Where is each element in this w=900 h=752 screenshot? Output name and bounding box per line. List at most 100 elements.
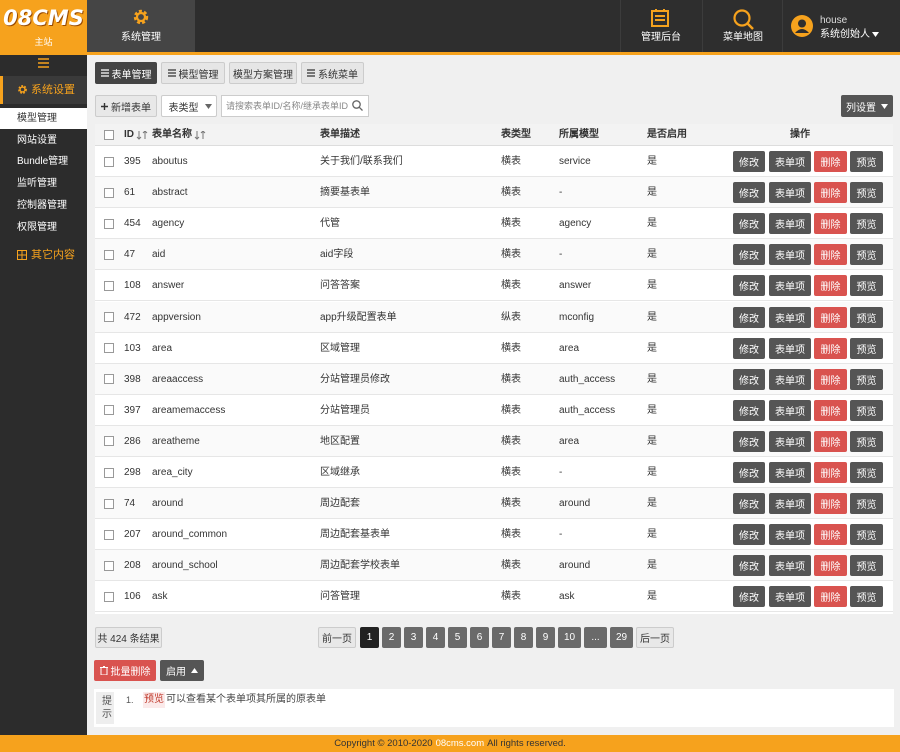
row-action-button[interactable]: 预览 <box>850 368 883 390</box>
row-action-button[interactable]: 预览 <box>850 399 883 421</box>
row-action-button[interactable]: 表单项 <box>769 399 811 421</box>
page-button[interactable]: ... <box>584 627 607 648</box>
page-button[interactable]: 5 <box>448 627 467 648</box>
row-action-button[interactable]: 删除 <box>814 213 847 235</box>
prev-page[interactable]: 前一页 <box>318 627 356 648</box>
header-link[interactable] <box>620 0 702 52</box>
row-action-button[interactable]: 表单项 <box>769 337 811 359</box>
bulk-enable[interactable]: 启用 <box>160 660 204 681</box>
row-action-button[interactable]: 表单项 <box>769 151 811 172</box>
row-action-button[interactable]: 预览 <box>850 430 883 452</box>
search-input[interactable] <box>221 95 369 117</box>
row-action-button[interactable]: 表单项 <box>769 493 811 515</box>
select-all-checkbox[interactable] <box>104 130 114 140</box>
row-action-button[interactable]: 表单项 <box>769 524 811 546</box>
tab[interactable]: 表单管理 <box>95 62 157 84</box>
row-action-button[interactable]: 预览 <box>850 244 883 266</box>
row-checkbox[interactable] <box>104 467 114 478</box>
row-action-button[interactable]: 表单项 <box>769 244 811 266</box>
row-action-button[interactable]: 预览 <box>850 524 883 546</box>
tab[interactable]: 模型管理 <box>161 62 225 84</box>
row-action-button[interactable]: 修改 <box>733 430 765 452</box>
row-checkbox[interactable] <box>104 249 114 260</box>
row-checkbox[interactable] <box>104 560 114 571</box>
page-button[interactable]: 4 <box>426 627 445 648</box>
row-action-button[interactable]: 删除 <box>814 275 847 297</box>
row-action-button[interactable]: 修改 <box>733 213 765 235</box>
page-button[interactable]: 8 <box>514 627 533 648</box>
row-checkbox[interactable] <box>104 529 114 540</box>
sidebar-section[interactable] <box>0 76 87 104</box>
row-action-button[interactable]: 删除 <box>814 555 847 577</box>
row-checkbox[interactable] <box>104 591 114 602</box>
row-action-button[interactable]: 预览 <box>850 586 883 608</box>
row-action-button[interactable]: 修改 <box>733 493 765 515</box>
page-button[interactable]: 6 <box>470 627 489 648</box>
next-page[interactable]: 后一页 <box>636 627 674 648</box>
page-button[interactable]: 29 <box>610 627 633 648</box>
total-count[interactable]: 共 424 条结果 <box>95 627 162 648</box>
row-action-button[interactable]: 删除 <box>814 306 847 328</box>
row-action-button[interactable]: 删除 <box>814 430 847 452</box>
row-checkbox[interactable] <box>104 312 114 322</box>
row-action-button[interactable]: 删除 <box>814 151 847 172</box>
row-action-button[interactable]: 表单项 <box>769 306 811 328</box>
row-action-button[interactable]: 修改 <box>733 337 765 359</box>
user-menu[interactable] <box>782 0 900 52</box>
row-action-button[interactable]: 删除 <box>814 368 847 390</box>
row-action-button[interactable]: 删除 <box>814 244 847 266</box>
row-action-button[interactable]: 表单项 <box>769 462 811 483</box>
row-action-button[interactable]: 删除 <box>814 462 847 483</box>
row-checkbox[interactable] <box>104 374 114 385</box>
row-action-button[interactable]: 表单项 <box>769 555 811 577</box>
row-action-button[interactable]: 表单项 <box>769 213 811 235</box>
row-action-button[interactable]: 预览 <box>850 151 883 172</box>
bulk-delete[interactable]: 批量删除 <box>94 660 156 681</box>
row-checkbox[interactable] <box>104 187 114 198</box>
row-action-button[interactable]: 删除 <box>814 182 847 204</box>
page-button[interactable]: 3 <box>404 627 423 648</box>
row-action-button[interactable]: 修改 <box>733 244 765 266</box>
row-action-button[interactable]: 预览 <box>850 306 883 328</box>
tab[interactable]: 系统菜单 <box>301 62 364 84</box>
page-button[interactable]: 1 <box>360 627 379 648</box>
row-action-button[interactable]: 修改 <box>733 462 765 483</box>
row-action-button[interactable]: 预览 <box>850 275 883 297</box>
row-action-button[interactable]: 预览 <box>850 337 883 359</box>
row-action-button[interactable]: 修改 <box>733 182 765 204</box>
row-action-button[interactable]: 预览 <box>850 493 883 515</box>
row-action-button[interactable]: 修改 <box>733 306 765 328</box>
row-action-button[interactable]: 删除 <box>814 399 847 421</box>
page-button[interactable]: 10 <box>558 627 581 648</box>
row-action-button[interactable]: 修改 <box>733 151 765 172</box>
row-action-button[interactable]: 删除 <box>814 493 847 515</box>
tab[interactable]: 模型方案管理 <box>229 62 297 84</box>
row-action-button[interactable]: 删除 <box>814 524 847 546</box>
row-action-button[interactable]: 预览 <box>850 462 883 483</box>
row-checkbox[interactable] <box>104 436 114 447</box>
row-checkbox[interactable] <box>104 343 114 354</box>
row-action-button[interactable]: 修改 <box>733 586 765 608</box>
row-action-button[interactable]: 预览 <box>850 213 883 235</box>
page-button[interactable]: 7 <box>492 627 511 648</box>
row-action-button[interactable]: 修改 <box>733 368 765 390</box>
add-button[interactable]: 新增表单 <box>95 95 157 117</box>
row-action-button[interactable]: 预览 <box>850 182 883 204</box>
row-action-button[interactable]: 修改 <box>733 399 765 421</box>
row-checkbox[interactable] <box>104 405 114 416</box>
type-select[interactable]: 表类型 <box>161 95 217 117</box>
row-action-button[interactable]: 删除 <box>814 337 847 359</box>
row-checkbox[interactable] <box>104 280 114 291</box>
header-link[interactable] <box>702 0 784 52</box>
row-action-button[interactable]: 表单项 <box>769 368 811 390</box>
row-action-button[interactable]: 表单项 <box>769 430 811 452</box>
row-action-button[interactable]: 预览 <box>850 555 883 577</box>
columns-button[interactable]: 列设置 <box>841 95 893 117</box>
page-button[interactable]: 9 <box>536 627 555 648</box>
row-action-button[interactable]: 修改 <box>733 524 765 546</box>
row-checkbox[interactable] <box>104 218 114 229</box>
row-checkbox[interactable] <box>104 156 114 167</box>
module-tab[interactable] <box>87 0 195 52</box>
sidebar-item[interactable] <box>0 108 87 129</box>
page-button[interactable]: 2 <box>382 627 401 648</box>
